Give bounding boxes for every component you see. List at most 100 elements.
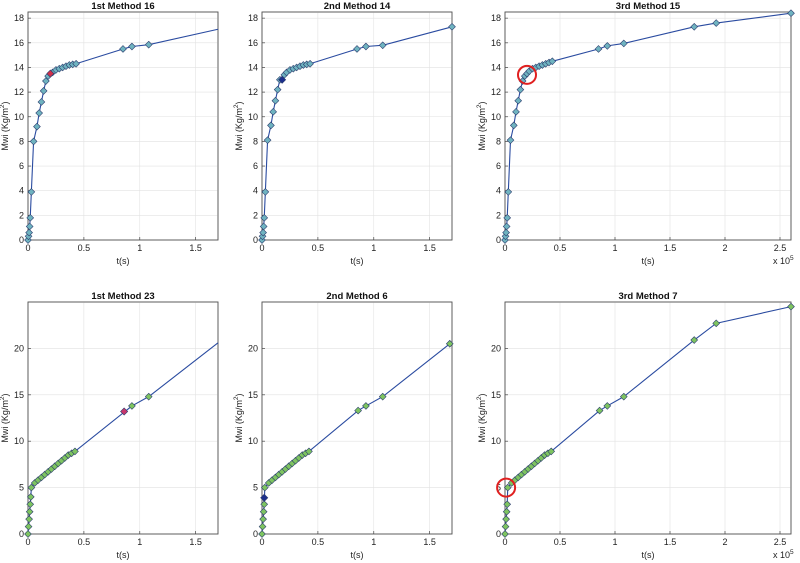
chart-4-ytick-label-4: 20 bbox=[14, 343, 24, 353]
chart-4-point-3 bbox=[25, 507, 34, 516]
chart-6-point-19 bbox=[595, 406, 604, 415]
chart-6-point-20 bbox=[603, 402, 612, 410]
chart-6-exponent-label: x 105 bbox=[773, 549, 794, 560]
chart-5-xtick-label-2: 1 bbox=[371, 537, 376, 547]
chart-panel-1: 0 0.5 1 1.5 0 2 4 6 8 10 12 14 16 18 1st Method 16 t(s)… bbox=[0, 1, 219, 266]
chart-6-ylabel-main: Mwi (Kg/m bbox=[477, 400, 487, 443]
chart-3-point-23 bbox=[603, 42, 612, 50]
chart-3-exponent-sup: 5 bbox=[790, 255, 794, 262]
chart-5-highlight-point bbox=[260, 493, 269, 502]
chart-1-point-2 bbox=[25, 228, 33, 237]
chart-2-point-8 bbox=[269, 108, 278, 116]
chart-5-ytick-label-3: 15 bbox=[248, 390, 258, 400]
chart-5-ytick-label-4: 20 bbox=[248, 343, 258, 353]
chart-panel-6: 0 0.5 1 1.5 2 2.5 0 5 10 15 20 3rd Method 7 t(s) Mwi … bbox=[476, 291, 795, 560]
chart-1-xtick-label-1: 0.5 bbox=[78, 243, 91, 253]
chart-1-xtick-label-0: 0 bbox=[25, 243, 30, 253]
chart-panel-2: 0 0.5 1 1.5 0 2 4 6 8 10 12 14 16 18 2nd Method 14 t(s)… bbox=[233, 1, 456, 266]
chart-3-point-7 bbox=[509, 121, 518, 130]
chart-5-point-22 bbox=[445, 339, 454, 348]
chart-6-data-layer bbox=[501, 302, 795, 538]
chart-6-ytick-label-0: 0 bbox=[496, 529, 501, 539]
chart-3-ytick-label-0: 0 bbox=[496, 235, 501, 245]
chart-3-point-6 bbox=[506, 136, 515, 144]
chart-5-data-layer bbox=[258, 339, 454, 538]
chart-4-point-21 bbox=[144, 392, 153, 401]
chart-4-point-19 bbox=[71, 447, 79, 456]
chart-2-data-layer bbox=[258, 22, 456, 244]
chart-4-ytick-label-0: 0 bbox=[19, 529, 24, 539]
chart-3-ytick-label-7: 14 bbox=[491, 62, 501, 72]
chart-6-point-5 bbox=[503, 483, 512, 492]
chart-2-title: 2nd Method 14 bbox=[324, 1, 391, 12]
chart-4-point-6 bbox=[27, 483, 36, 492]
chart-4-ytick-label-3: 15 bbox=[14, 390, 24, 400]
chart-2-point-9 bbox=[271, 96, 280, 105]
chart-3-xtick-label-4: 2 bbox=[722, 243, 727, 253]
chart-2-point-4 bbox=[260, 213, 269, 222]
chart-4-point-0 bbox=[24, 530, 32, 538]
chart-2-ylabel-end: ) bbox=[234, 101, 244, 104]
chart-3-point-25 bbox=[690, 22, 699, 31]
chart-6-ytick-label-4: 20 bbox=[491, 343, 501, 353]
chart-1-point-6 bbox=[29, 137, 38, 146]
chart-6-ylabel-end: ) bbox=[477, 393, 487, 396]
chart-5-point-21 bbox=[378, 392, 387, 401]
chart-6-point-1 bbox=[501, 522, 510, 531]
chart-6-ytick-label-2: 10 bbox=[491, 436, 501, 446]
chart-3-xtick-label-1: 0.5 bbox=[554, 243, 567, 253]
chart-panel-3: 0 0.5 1 1.5 2 2.5 0 2 4 6 8 10 12 14 16 18 3rd Method 15… bbox=[476, 1, 795, 266]
chart-6-point-22 bbox=[690, 336, 699, 344]
chart-2-xtick-label-3: 1.5 bbox=[423, 243, 436, 253]
chart-5-ylabel-main: Mwi (Kg/m bbox=[234, 400, 244, 443]
chart-3-exponent-label: x 105 bbox=[773, 255, 794, 266]
chart-3-xtick-label-3: 1.5 bbox=[664, 243, 677, 253]
chart-5-ytick-label-0: 0 bbox=[253, 529, 258, 539]
chart-2-ytick-label-0: 0 bbox=[253, 235, 258, 245]
chart-1-ytick-label-2: 4 bbox=[19, 186, 24, 196]
chart-4-point-1 bbox=[24, 522, 33, 531]
chart-3-exponent-base: x 10 bbox=[773, 256, 790, 266]
chart-5-point-19 bbox=[354, 406, 362, 415]
chart-2-ylabel: Mwi (Kg/m2) bbox=[233, 101, 244, 150]
chart-4-xlabel: t(s) bbox=[117, 550, 130, 560]
chart-3-point-0 bbox=[501, 236, 509, 244]
chart-5-point-1 bbox=[258, 522, 267, 531]
chart-2-ylabel-main: Mwi (Kg/m bbox=[234, 108, 244, 151]
chart-5-xtick-label-1: 0.5 bbox=[312, 537, 325, 547]
chart-6-point-2 bbox=[502, 515, 510, 523]
chart-1-point-8 bbox=[35, 109, 44, 117]
chart-1-ytick-label-8: 16 bbox=[14, 38, 24, 48]
chart-1-axes-frame bbox=[27, 11, 219, 241]
chart-3-ytick-label-3: 6 bbox=[496, 161, 501, 171]
chart-4-xtick-label-2: 1 bbox=[137, 537, 142, 547]
chart-5-point-3 bbox=[259, 507, 268, 516]
chart-3-point-22 bbox=[594, 45, 603, 53]
chart-1-point-22 bbox=[128, 42, 136, 51]
chart-1-point-20 bbox=[72, 59, 80, 68]
chart-6-xtick-label-1: 0.5 bbox=[554, 537, 567, 547]
chart-4-xtick-label-1: 0.5 bbox=[78, 537, 91, 547]
chart-1-ytick-label-1: 2 bbox=[19, 210, 24, 220]
chart-4-point-4 bbox=[26, 500, 35, 509]
chart-4-plot-area bbox=[27, 301, 219, 535]
chart-3-ytick-label-2: 4 bbox=[496, 186, 501, 196]
chart-2-ytick-label-6: 12 bbox=[248, 87, 258, 97]
chart-4-data-layer bbox=[24, 342, 219, 538]
chart-1-ylabel-sup: 2 bbox=[0, 104, 6, 108]
chart-1-ytick-label-7: 14 bbox=[14, 62, 24, 72]
chart-1-highlight-point bbox=[46, 69, 55, 78]
chart-3-ytick-label-1: 2 bbox=[496, 210, 501, 220]
chart-1-point-3 bbox=[25, 222, 34, 231]
chart-2-ytick-label-2: 4 bbox=[253, 186, 258, 196]
chart-6-point-3 bbox=[502, 507, 511, 516]
chart-6-ytick-label-1: 5 bbox=[496, 483, 501, 493]
chart-5-ylabel-sup: 2 bbox=[233, 396, 240, 400]
chart-3-point-4 bbox=[503, 213, 512, 222]
chart-3-ytick-label-5: 10 bbox=[491, 112, 501, 122]
chart-5-point-0 bbox=[258, 530, 266, 538]
chart-2-ytick-label-9: 18 bbox=[248, 13, 258, 23]
chart-5-point-18 bbox=[305, 447, 313, 456]
chart-2-ylabel-sup: 2 bbox=[233, 104, 240, 108]
